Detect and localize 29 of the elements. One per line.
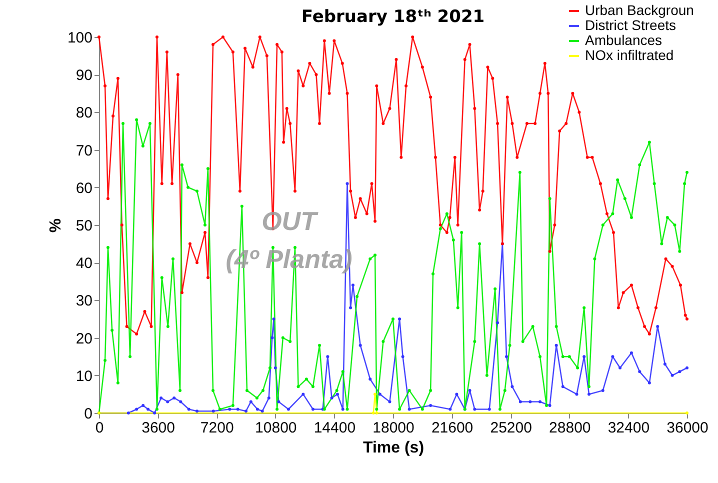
x-tick-label: 10800 [255,420,297,436]
x-tick-label: 25200 [490,420,532,436]
y-tick-label: 50 [76,218,92,234]
x-tick-label: 18000 [372,420,414,436]
x-tick-label: 28800 [549,420,591,436]
legend-label: NOx infiltrated [585,47,674,63]
y-tick-label: 0 [84,406,92,422]
x-tick-label: 7200 [200,420,234,436]
y-axis-title: % [47,218,64,233]
chart-title: February 18ᵗʰ 2021 [301,7,485,27]
y-tick-label: 20 [76,330,92,348]
y-tick-label: 10 [76,368,92,385]
y-tick-label: 100 [67,30,92,46]
x-tick-label: 32400 [608,420,650,436]
y-tick-label: 90 [76,67,92,84]
y-tick-label: 30 [76,292,92,310]
y-tick-label: 40 [76,255,92,272]
y-tick-label: 70 [76,142,92,160]
x-tick-label: 21600 [431,420,474,436]
legend-label: Urban Backgroun [585,2,694,18]
y-tick-label: 80 [76,104,92,122]
x-axis-title: Time (s) [362,440,424,456]
x-tick-label: 36000 [666,420,708,436]
legend-label: District Streets [585,17,676,33]
legend-label: Ambulances [585,32,662,48]
x-tick-label: 0 [95,420,104,436]
y-tick-label: 60 [76,180,92,197]
x-tick-label: 3600 [142,420,175,436]
x-tick-label: 14400 [314,420,356,436]
